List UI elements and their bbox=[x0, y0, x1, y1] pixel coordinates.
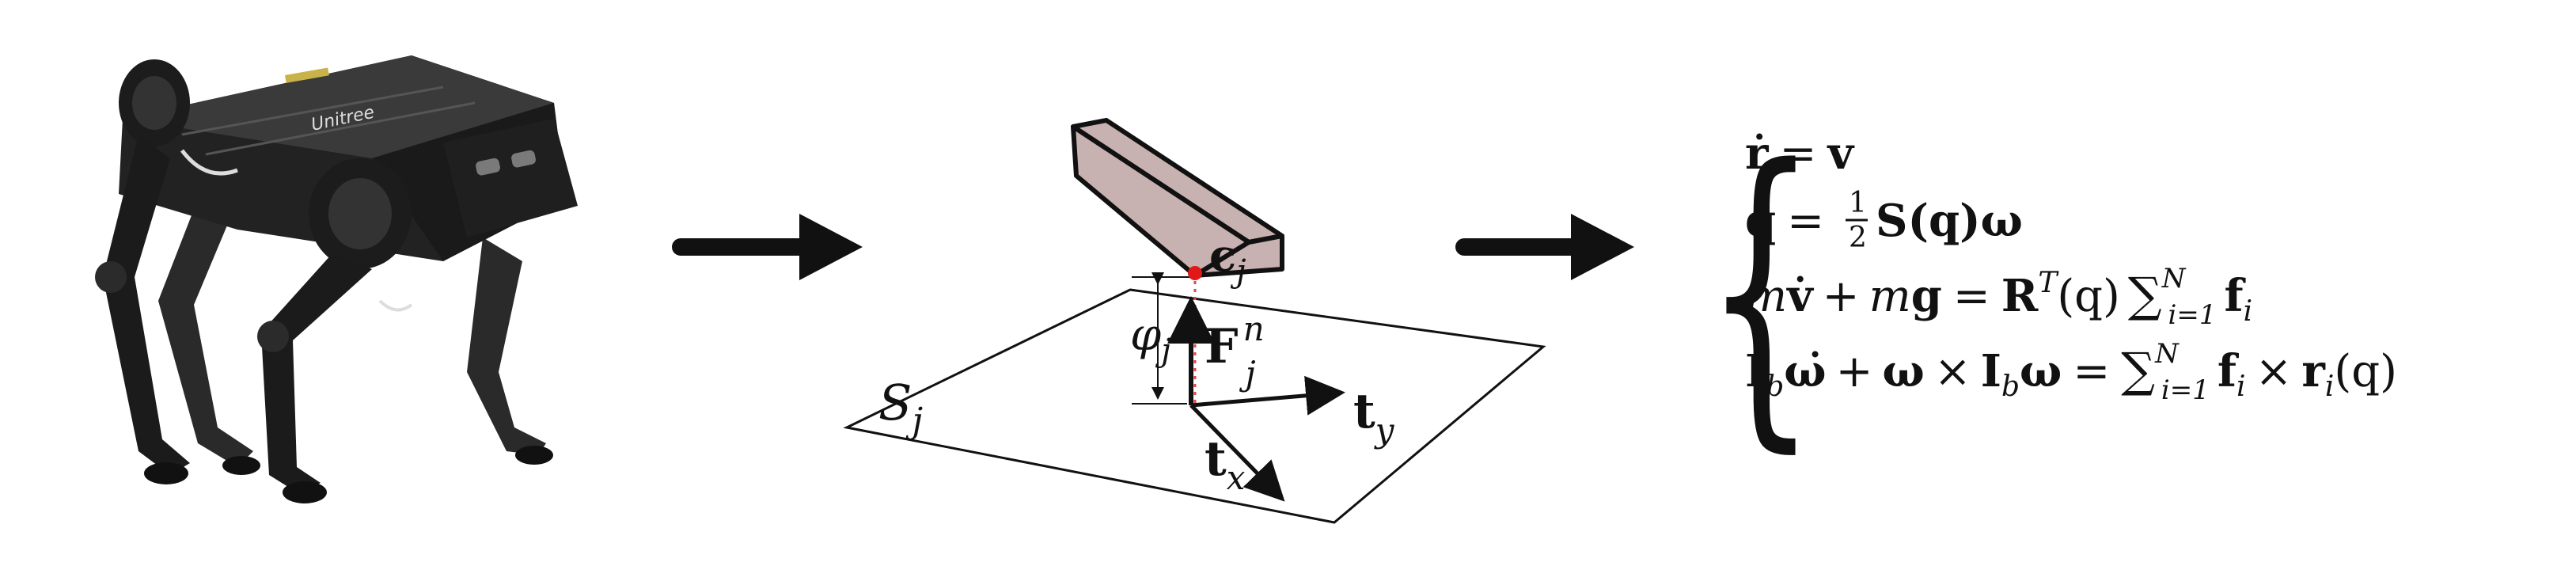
tangent-x-arrow bbox=[1189, 404, 1285, 502]
equation-1: ṙ = v bbox=[1745, 127, 1854, 180]
distance-label: φj bbox=[1130, 310, 1171, 369]
equation-brace: { bbox=[1704, 102, 1817, 480]
surface-label: Sj bbox=[878, 374, 923, 441]
equation-2-rhs: S(q)ω bbox=[1876, 195, 2023, 247]
right-arrow-icon bbox=[1455, 214, 1634, 280]
tangent-x-label: tx bbox=[1205, 431, 1246, 497]
tangent-y-label: ty bbox=[1353, 384, 1395, 450]
equation-4: Ibω̇ + ω × Ibω = ∑N i=1 fi × ri(q) bbox=[1745, 338, 2397, 406]
equation-2-fraction-denominator: 2 bbox=[1849, 222, 1867, 254]
foot-block bbox=[1071, 118, 1284, 278]
quadruped-robot-icon bbox=[95, 55, 578, 503]
equation-2: q̇ = bbox=[1745, 195, 1824, 247]
contact-surface-plane bbox=[843, 288, 1546, 524]
contact-point bbox=[1188, 266, 1202, 280]
tangent-y-arrow bbox=[1190, 375, 1345, 416]
right-arrow-icon bbox=[672, 214, 863, 280]
equation-2-fraction-numerator: 1 bbox=[1849, 187, 1867, 219]
contact-point-label: cj bbox=[1209, 230, 1246, 290]
equation-3: mv̇ + mg = RT(q) ∑N i=1 fi bbox=[1745, 263, 2252, 331]
